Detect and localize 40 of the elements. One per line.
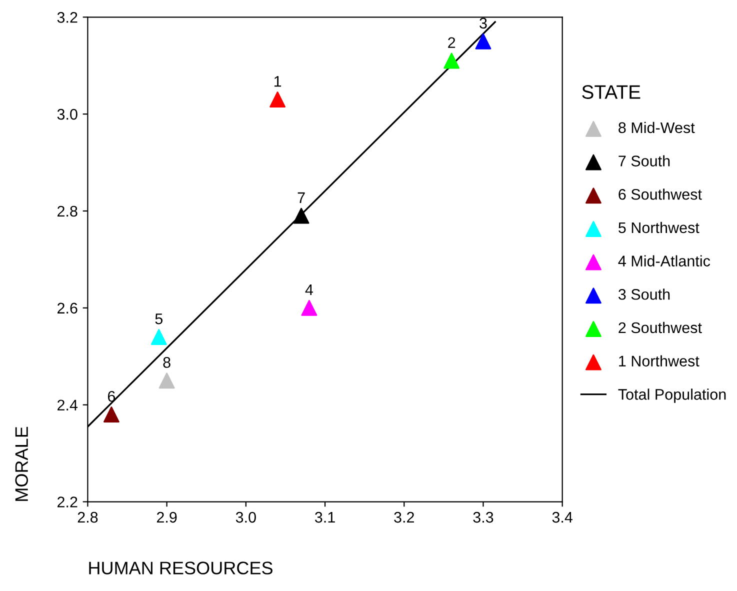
x-axis-title: HUMAN RESOURCES <box>89 562 272 574</box>
point <box>158 372 175 389</box>
annotation: 5 <box>155 314 163 324</box>
point <box>150 329 167 345</box>
x-tick-label: 3.1 <box>314 512 335 523</box>
legend-label: 2 Southwest <box>618 322 702 334</box>
point <box>444 52 460 69</box>
y-tick-label: 3.0 <box>57 108 78 120</box>
annotation: 2 <box>448 37 456 48</box>
point <box>293 208 310 224</box>
y-axis-title: MORALE <box>15 426 28 501</box>
x-tick-label: 2.8 <box>78 512 98 523</box>
y-tick-label: 2.2 <box>58 496 78 508</box>
annotation: 3 <box>480 18 487 29</box>
x-tick-label: 3.2 <box>394 512 414 523</box>
annotation: 1 <box>274 76 282 87</box>
legend-label: 1 Northwest <box>619 355 700 366</box>
legend-label: 8 Mid-West <box>618 122 695 134</box>
point <box>270 92 286 108</box>
point <box>301 300 318 316</box>
legend-label: Total Population <box>618 388 726 403</box>
legend-label: 5 Northwest <box>618 222 700 234</box>
point <box>475 33 492 50</box>
legend-label: 7 South <box>618 155 670 166</box>
y-tick-label: 2.6 <box>58 302 78 314</box>
y-tick-label: 2.8 <box>58 206 78 217</box>
legend-label: 3 South <box>618 288 670 300</box>
annotation: 4 <box>305 284 313 296</box>
legend-title: STATE <box>582 85 640 99</box>
legend-label: 6 Southwest <box>618 188 702 200</box>
legend-label: 4 Mid-Atlantic <box>618 255 710 266</box>
x-tick-label: 3.4 <box>552 512 573 523</box>
x-tick-label: 3.3 <box>473 512 494 523</box>
y-tick-label: 3.2 <box>57 12 78 23</box>
x-tick-label: 3.0 <box>236 512 256 523</box>
x-tick-label: 2.9 <box>156 512 177 523</box>
annotation: 8 <box>163 357 170 368</box>
y-tick-label: 2.4 <box>58 400 78 410</box>
annotation: 7 <box>298 192 305 203</box>
point <box>103 406 120 423</box>
